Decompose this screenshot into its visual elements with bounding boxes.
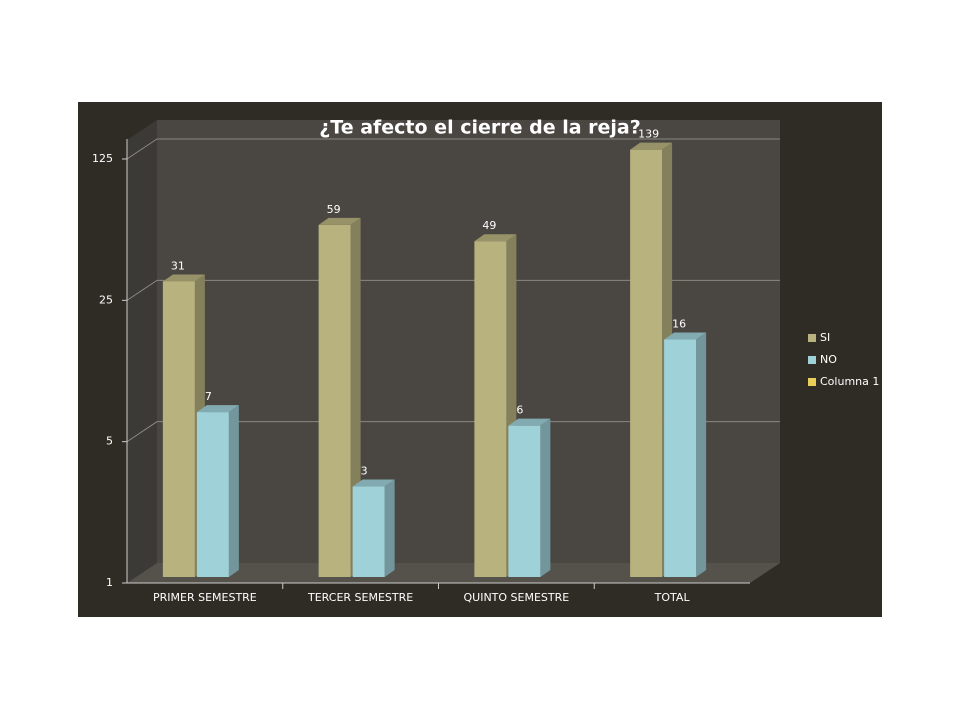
value-label: 6 [516, 404, 523, 417]
legend-label: Columna 1 [820, 375, 879, 388]
value-label: 31 [171, 259, 185, 272]
back-wall [157, 120, 780, 563]
bar-side [384, 479, 395, 577]
y-tick-label: 25 [99, 293, 113, 306]
x-tick-label: QUINTO SEMESTRE [464, 591, 570, 604]
bar-top [352, 479, 395, 487]
bars: 31 7 59 3 49 6 139 16 [162, 128, 707, 578]
legend-swatch [808, 378, 816, 386]
grid-line [126, 279, 780, 301]
chart-title: ¿Te afecto el cierre de la reja? [319, 117, 641, 139]
bar-top [630, 142, 673, 150]
side-wall [127, 120, 157, 583]
bar [162, 281, 195, 577]
bar-side [696, 332, 707, 577]
value-label: 139 [638, 128, 659, 141]
bar-side [540, 418, 551, 577]
x-tick-label: TERCER SEMESTRE [307, 591, 413, 604]
bar [352, 486, 385, 577]
y-tick-label: 125 [92, 152, 113, 165]
bar [318, 224, 351, 577]
legend-label: NO [820, 353, 837, 366]
bar-top [508, 418, 551, 426]
x-tick-label: PRIMER SEMESTRE [153, 591, 257, 604]
x-tick-label: TOTAL [654, 591, 691, 604]
bar [630, 149, 663, 578]
bar-top [318, 217, 361, 225]
value-label: 3 [361, 465, 368, 478]
floor [127, 563, 780, 583]
bar-top [162, 274, 205, 282]
value-label: 49 [482, 219, 496, 232]
legend-label: SI [820, 331, 830, 344]
bar-top [474, 234, 517, 242]
y-tick-label: 1 [106, 576, 113, 589]
bar [508, 425, 541, 577]
value-label: 16 [672, 318, 686, 331]
grid-line [126, 138, 780, 160]
bar [196, 412, 229, 577]
legend-swatch [808, 334, 816, 342]
bar-top [196, 405, 239, 413]
bar [474, 241, 507, 577]
y-tick-label: 5 [106, 435, 113, 448]
bar [664, 339, 697, 577]
bar-top [664, 332, 707, 340]
value-label: 7 [205, 390, 212, 403]
bar-side [228, 405, 239, 577]
grid [126, 138, 780, 443]
value-label: 59 [327, 203, 341, 216]
grid-line [126, 421, 780, 443]
legend-swatch [808, 356, 816, 364]
